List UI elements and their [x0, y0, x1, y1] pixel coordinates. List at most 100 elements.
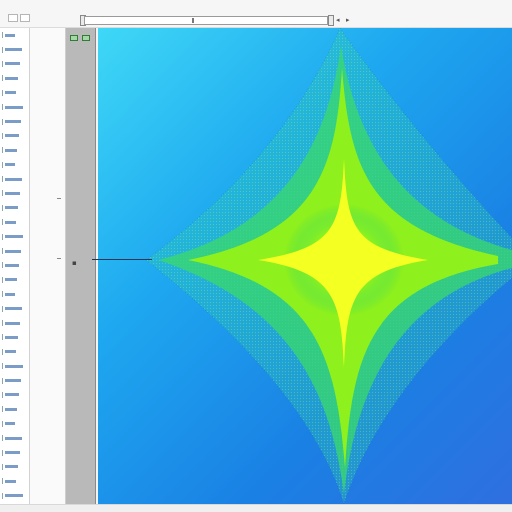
list-item-marker — [2, 435, 3, 442]
strip-marker — [57, 198, 61, 199]
list-item-glyph — [5, 379, 21, 383]
list-item[interactable] — [0, 114, 29, 128]
list-item-marker — [2, 276, 3, 283]
list-item-marker — [2, 147, 3, 154]
list-item[interactable] — [0, 71, 29, 85]
list-item-glyph — [5, 206, 18, 210]
gutter-panel: ▪ — [66, 28, 96, 504]
list-item-glyph — [5, 76, 18, 80]
list-item-marker — [2, 334, 3, 341]
list-item-glyph — [5, 307, 22, 311]
list-item-marker — [2, 291, 3, 298]
range-thumb[interactable] — [192, 18, 194, 23]
list-item[interactable] — [0, 301, 29, 315]
range-slider[interactable] — [84, 16, 328, 25]
list-item[interactable] — [0, 28, 29, 42]
list-item-glyph — [5, 191, 20, 195]
list-item-glyph — [5, 494, 23, 498]
list-item[interactable] — [0, 388, 29, 402]
list-item[interactable] — [0, 373, 29, 387]
list-item-marker — [2, 363, 3, 370]
list-item-marker — [2, 377, 3, 384]
chevron-right-icon[interactable]: ▸ — [346, 16, 350, 24]
list-item[interactable] — [0, 417, 29, 431]
list-item[interactable] — [0, 330, 29, 344]
chevron-left-icon[interactable]: ◂ — [336, 16, 340, 24]
list-item[interactable] — [0, 402, 29, 416]
list-item[interactable] — [0, 229, 29, 243]
list-item[interactable] — [0, 273, 29, 287]
list-item-glyph — [5, 120, 21, 124]
list-item[interactable] — [0, 431, 29, 445]
list-item-marker — [2, 463, 3, 470]
list-item-glyph — [5, 163, 15, 167]
list-item-glyph — [5, 292, 15, 296]
list-item[interactable] — [0, 143, 29, 157]
list-item[interactable] — [0, 201, 29, 215]
list-item-glyph — [5, 350, 16, 354]
crosshair-line — [92, 259, 152, 260]
window-icon[interactable] — [8, 14, 18, 22]
density-plot[interactable] — [98, 28, 512, 504]
list-item-marker — [2, 320, 3, 326]
list-item-glyph — [5, 177, 22, 181]
strip-marker — [57, 258, 61, 259]
list-item[interactable] — [0, 445, 29, 459]
list-item-marker — [2, 75, 3, 82]
side-strip — [30, 28, 66, 504]
list-item-marker — [2, 118, 3, 125]
list-item[interactable] — [0, 158, 29, 172]
list-item[interactable] — [0, 57, 29, 71]
list-item-marker — [2, 104, 3, 111]
list-item-marker — [2, 219, 3, 226]
list-item-glyph — [5, 465, 18, 469]
list-item-glyph — [5, 407, 17, 411]
list-item-marker — [2, 262, 3, 269]
list-item[interactable] — [0, 100, 29, 114]
list-item-glyph — [5, 451, 20, 455]
list-item-glyph — [5, 479, 16, 483]
list-item[interactable] — [0, 474, 29, 488]
list-item-marker — [2, 248, 3, 255]
list-item-marker — [2, 478, 3, 485]
list-item-marker — [2, 32, 3, 39]
star-field — [145, 28, 512, 504]
list-item-marker — [2, 420, 3, 427]
list-item-marker — [2, 132, 3, 139]
file-list — [0, 28, 30, 504]
list-item-marker — [2, 190, 3, 197]
list-item-glyph — [5, 134, 19, 138]
list-item-marker — [2, 176, 3, 183]
list-item[interactable] — [0, 244, 29, 258]
anchor-icon[interactable]: ▪ — [72, 259, 77, 267]
list-item-glyph — [5, 422, 15, 426]
star-core-spike — [258, 158, 428, 368]
list-item[interactable] — [0, 287, 29, 301]
list-item[interactable] — [0, 316, 29, 330]
layer-icon[interactable] — [70, 35, 78, 41]
list-item[interactable] — [0, 345, 29, 359]
list-item[interactable] — [0, 258, 29, 272]
list-item-marker — [2, 406, 3, 413]
list-item-glyph — [5, 33, 15, 37]
grid-icon[interactable] — [20, 14, 30, 22]
list-item[interactable] — [0, 359, 29, 373]
list-item-glyph — [5, 393, 19, 397]
list-item-glyph — [5, 263, 19, 267]
list-item[interactable] — [0, 86, 29, 100]
range-end-handle[interactable] — [328, 15, 334, 26]
list-item[interactable] — [0, 42, 29, 56]
list-item[interactable] — [0, 215, 29, 229]
list-item[interactable] — [0, 489, 29, 503]
list-item-glyph — [5, 249, 21, 253]
list-item-glyph — [5, 235, 23, 239]
list-item-marker — [2, 233, 3, 240]
list-item[interactable] — [0, 172, 29, 186]
list-item[interactable] — [0, 186, 29, 200]
list-item[interactable] — [0, 129, 29, 143]
layer-icon[interactable] — [82, 35, 90, 41]
list-item[interactable] — [0, 460, 29, 474]
list-item-marker — [2, 348, 3, 355]
status-bar — [0, 504, 512, 512]
list-item-glyph — [5, 364, 23, 368]
